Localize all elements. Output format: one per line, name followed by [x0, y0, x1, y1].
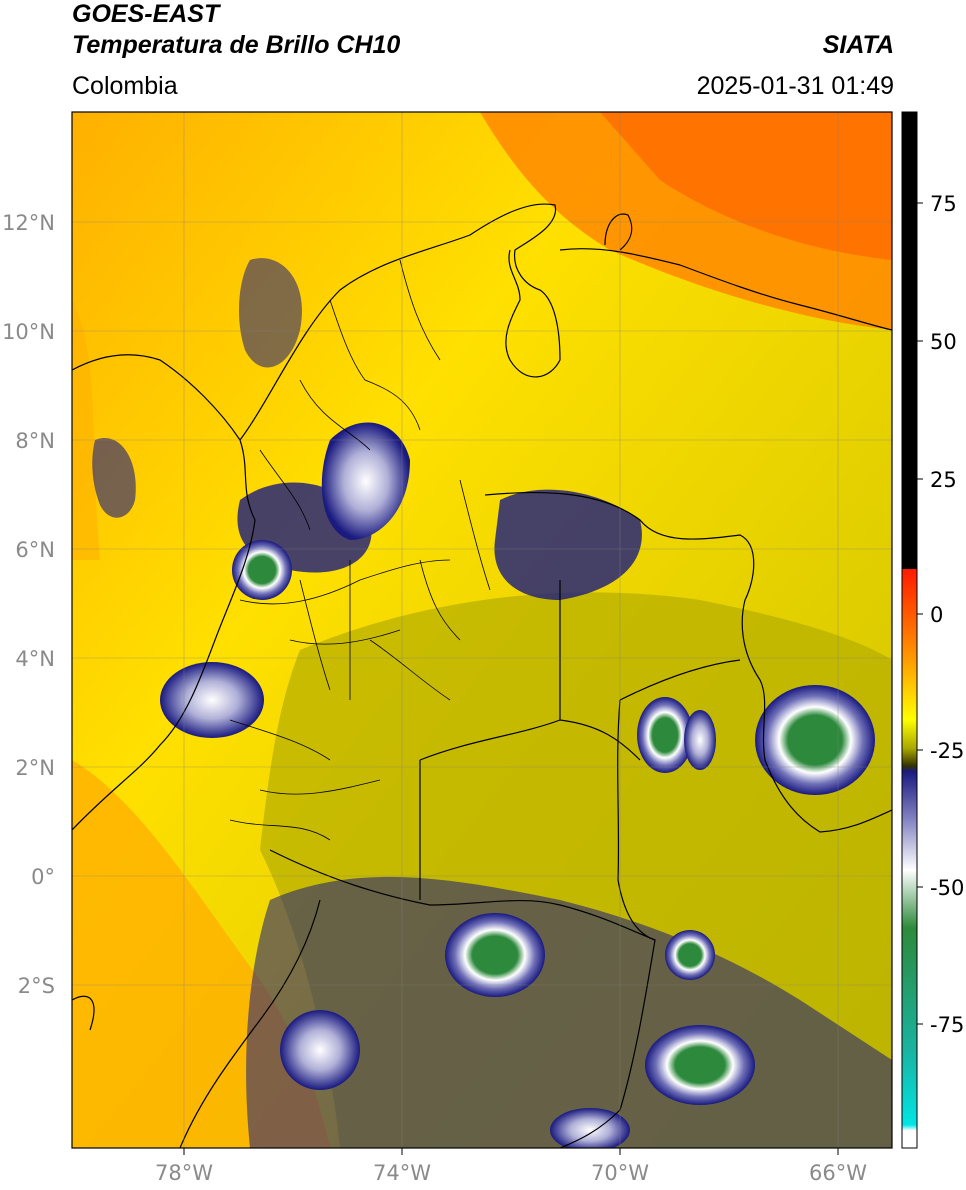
colorbar-gradient: [902, 569, 917, 1148]
colorbar-black-segment: [902, 112, 917, 569]
colorbar-tick-label: 0: [930, 603, 943, 627]
graticule: [72, 112, 892, 1148]
lon-label: 66°W: [809, 1161, 867, 1185]
datetime-label: 2025-01-31 01:49: [696, 72, 894, 100]
colorbar-tick-label: 50: [930, 330, 957, 354]
brand-label: SIATA: [822, 31, 894, 59]
colorbar-tick-label: 25: [930, 468, 957, 492]
colorbar-tick-label: -50: [930, 876, 964, 900]
lat-label: 10°N: [2, 320, 55, 344]
colorbar: 75 50 25 0 -25 -50 -75: [901, 111, 964, 1149]
colorbar-tick-label: 75: [930, 192, 957, 216]
lat-label: 2°S: [18, 974, 55, 998]
colorbar-tick-label: -75: [930, 1013, 964, 1037]
map-frame: [71, 111, 893, 1149]
lon-label: 70°W: [591, 1161, 649, 1185]
product-title: Temperatura de Brillo CH10: [72, 31, 401, 59]
satellite-title: GOES-EAST: [72, 0, 220, 28]
lat-label: 12°N: [2, 211, 55, 235]
lat-label: 4°N: [15, 647, 55, 671]
brightness-temperature-field: [72, 112, 892, 1148]
latitude-labels: 12°N 10°N 8°N 6°N 4°N 2°N 0° 2°S: [2, 211, 55, 998]
lat-label: 8°N: [15, 429, 55, 453]
lat-label: 6°N: [15, 538, 55, 562]
lon-label: 78°W: [155, 1161, 213, 1185]
longitude-labels: 78°W 74°W 70°W 66°W: [155, 1161, 867, 1185]
lat-label: 0°: [31, 865, 55, 889]
lon-label: 74°W: [373, 1161, 431, 1185]
region-label: Colombia: [72, 72, 178, 100]
lat-label: 2°N: [15, 756, 55, 780]
colorbar-tick-label: -25: [930, 739, 964, 763]
